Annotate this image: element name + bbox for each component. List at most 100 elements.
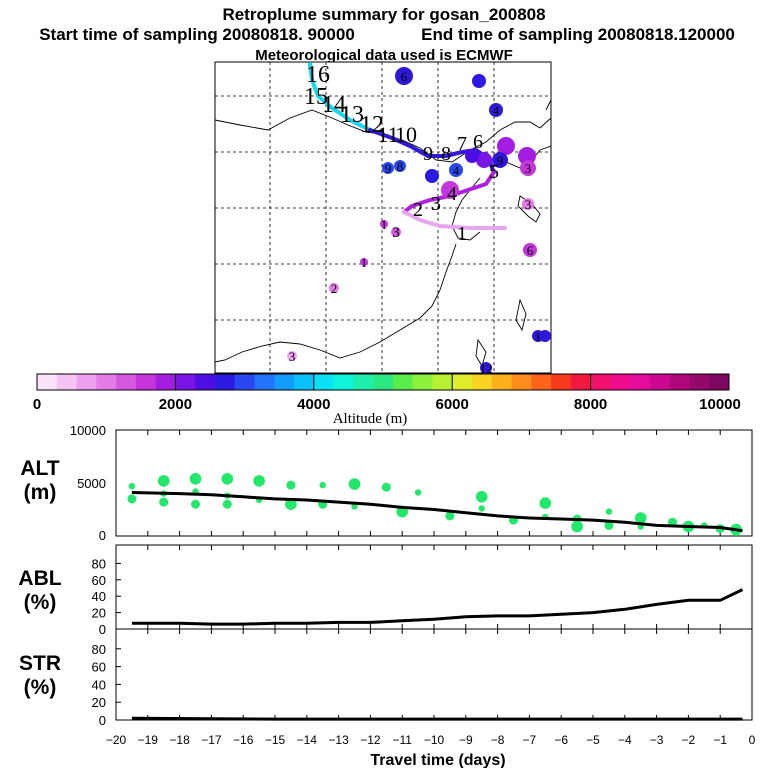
colorbar-cell [709, 374, 730, 390]
x-tick-label: −18 [169, 733, 190, 747]
colorbar-cell [234, 374, 255, 390]
plume-day-label: 8 [441, 143, 451, 165]
map-marker-label: 3 [525, 161, 532, 176]
alt-panel: ALT (m) 10000 5000 0 [20, 423, 753, 543]
colorbar-major-ticks [174, 374, 592, 390]
colorbar-tick-2000: 2000 [159, 396, 192, 413]
str-panel: STR (%) 80 60 40 20 0 [19, 628, 753, 728]
str-ytick-label: 40 [92, 677, 106, 692]
alt-particle-point [634, 512, 647, 524]
x-tick-label: −20 [106, 733, 127, 747]
x-tick-label: −19 [138, 733, 159, 747]
plume-day-label: 1 [457, 223, 467, 245]
colorbar-cell [274, 374, 295, 390]
alt-ytick-10000: 10000 [70, 423, 106, 438]
map-marker-label: 1 [361, 255, 368, 270]
map-marker-dot [480, 362, 492, 374]
alt-particle-point [319, 481, 326, 489]
x-tick-label: −16 [233, 733, 254, 747]
abl-plot-area [115, 545, 753, 629]
abl-ytick-label: 0 [99, 622, 106, 637]
map-marker-dot [489, 103, 503, 117]
colorbar-cell [511, 374, 532, 390]
str-line [131, 716, 743, 721]
map-marker-dot [449, 163, 463, 177]
colorbar-cell [313, 374, 334, 390]
abl-ytick-label: 80 [92, 556, 106, 571]
abl-label: ABL [18, 567, 61, 590]
colorbar-cell [294, 374, 315, 390]
x-tick-label: −17 [201, 733, 222, 747]
colorbar-frame [36, 373, 730, 391]
colorbar-cell [175, 374, 196, 390]
map-marker-dot [492, 152, 508, 168]
str-plot-area [115, 629, 753, 721]
map-marker-label: 12 [480, 361, 493, 376]
map-marker-dot [394, 160, 406, 172]
colorbar-cell [669, 374, 690, 390]
colorbar-cell [333, 374, 354, 390]
colorbar-label: Altitude (m) [333, 411, 408, 427]
str-label: STR [19, 652, 61, 675]
plume-day-label: 5 [489, 161, 499, 183]
plume-path-surface [402, 210, 507, 230]
str-ytick-label: 80 [92, 642, 106, 657]
alt-frame [115, 429, 753, 537]
str-ytick-label: 60 [92, 660, 106, 675]
colorbar-cell [471, 374, 493, 390]
x-tick-label: −10 [424, 733, 445, 747]
colorbar-tick-0: 0 [33, 396, 41, 413]
x-tick-label: −15 [265, 733, 286, 747]
colorbar-cell [116, 374, 137, 390]
map-marker-label: 4 [453, 163, 460, 178]
alt-particle-point [445, 511, 455, 521]
map-marker-dot [522, 198, 534, 210]
alt-ytick-0: 0 [99, 528, 106, 543]
map-marker-label: 1 [381, 217, 388, 232]
map-marker-label: 1 [535, 329, 542, 344]
alt-particle-point [571, 520, 583, 533]
map-marker-label: 2 [331, 281, 338, 296]
alt-particle-point [159, 497, 169, 507]
alt-particle-point [478, 505, 485, 512]
map-marker-label: 8 [397, 159, 404, 174]
colorbar-cell [452, 374, 473, 390]
colorbar-cell [254, 374, 275, 390]
plume-path-high [308, 62, 372, 132]
colorbar-cell [214, 374, 236, 390]
alt-particle-point [222, 499, 232, 509]
alt-particle-point [381, 482, 391, 492]
colorbar-cell [570, 374, 591, 390]
alt-particle-point [127, 494, 137, 504]
plume-day-label: 13 [340, 102, 364, 128]
colorbar-cell [590, 374, 611, 390]
abl-frame [115, 544, 753, 630]
plume-day-label: 15 [304, 84, 328, 110]
map-marker-dot [532, 330, 544, 342]
map-marker-label: 3 [392, 225, 400, 241]
map-marker-dot [520, 160, 536, 176]
alt-particle-point [605, 508, 613, 515]
x-tick-label: −7 [523, 733, 537, 747]
colorbar-cell [392, 374, 414, 390]
map-marker-label: 9 [497, 153, 504, 168]
alt-particle-point [189, 473, 202, 485]
alt-particle-point [604, 520, 614, 530]
abl-ytick-label: 60 [92, 573, 106, 588]
start-time-text: Start time of sampling 20080818. 90000 [39, 25, 355, 44]
alt-particle-point [191, 499, 200, 509]
alt-unit: (m) [24, 481, 57, 504]
colorbar-cell [195, 374, 216, 390]
colorbar-cell [432, 374, 453, 390]
colorbar-tick-8000: 8000 [574, 396, 607, 413]
coastline-east-china [214, 243, 457, 363]
map-marker-dot [391, 227, 401, 237]
plume-day-label: 14 [322, 92, 346, 118]
map-particle-dot [441, 181, 459, 199]
x-tick-label: −14 [297, 733, 318, 747]
x-tick-label: −11 [392, 733, 412, 747]
